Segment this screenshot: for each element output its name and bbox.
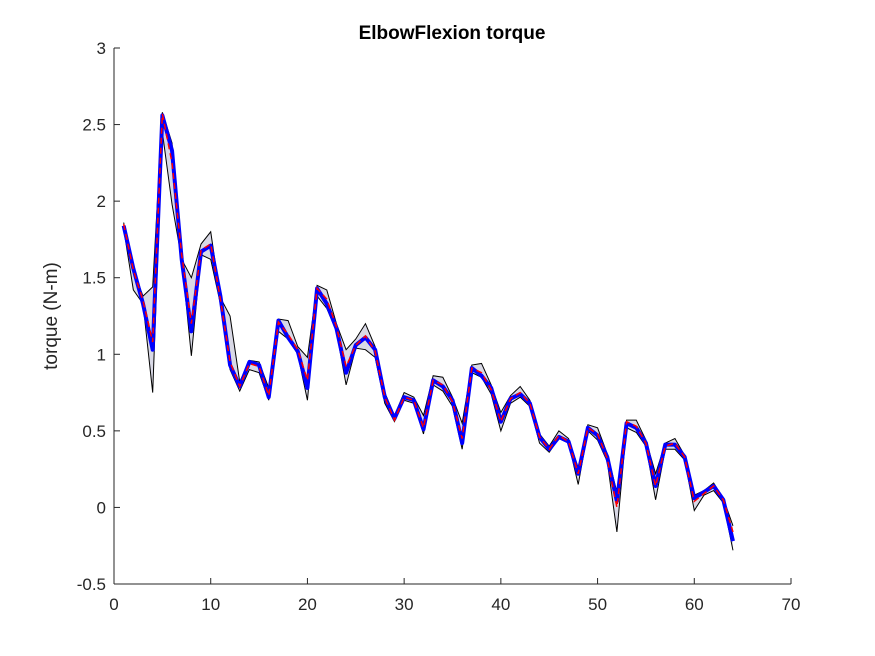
x-tick-label: 50 [588,595,607,614]
x-tick-label: 60 [685,595,704,614]
x-tick-label: 30 [395,595,414,614]
y-tick-label: -0.5 [77,575,106,594]
envelope-band [123,112,733,551]
y-tick-label: 1 [97,345,106,364]
series-mean-line [122,113,734,533]
chart-title: ElbowFlexion torque [359,23,546,44]
x-tick-label: 10 [201,595,220,614]
x-tick-label: 0 [109,595,118,614]
y-axis-label: torque (N-m) [41,262,62,370]
series-lower-line [123,132,734,551]
series-median-line [121,113,735,542]
x-tick-label: 70 [782,595,801,614]
y-tick-label: 0 [97,498,106,517]
x-tick-label: 20 [298,595,317,614]
y-tick-label: 0.5 [82,422,106,441]
series-upper-line [123,112,734,526]
series-layer [121,112,735,551]
y-tick-label: 2 [97,192,106,211]
y-ticks: -0.5 0 0.5 1 1.5 2 2.5 3 [77,39,120,594]
y-tick-label: 2.5 [82,116,106,135]
axes-layer [113,48,791,585]
x-ticks: 0 10 20 30 40 50 60 70 [109,578,800,614]
y-tick-label: 3 [97,39,106,58]
band-layer [123,112,733,551]
x-tick-label: 40 [491,595,510,614]
y-tick-label: 1.5 [82,269,106,288]
